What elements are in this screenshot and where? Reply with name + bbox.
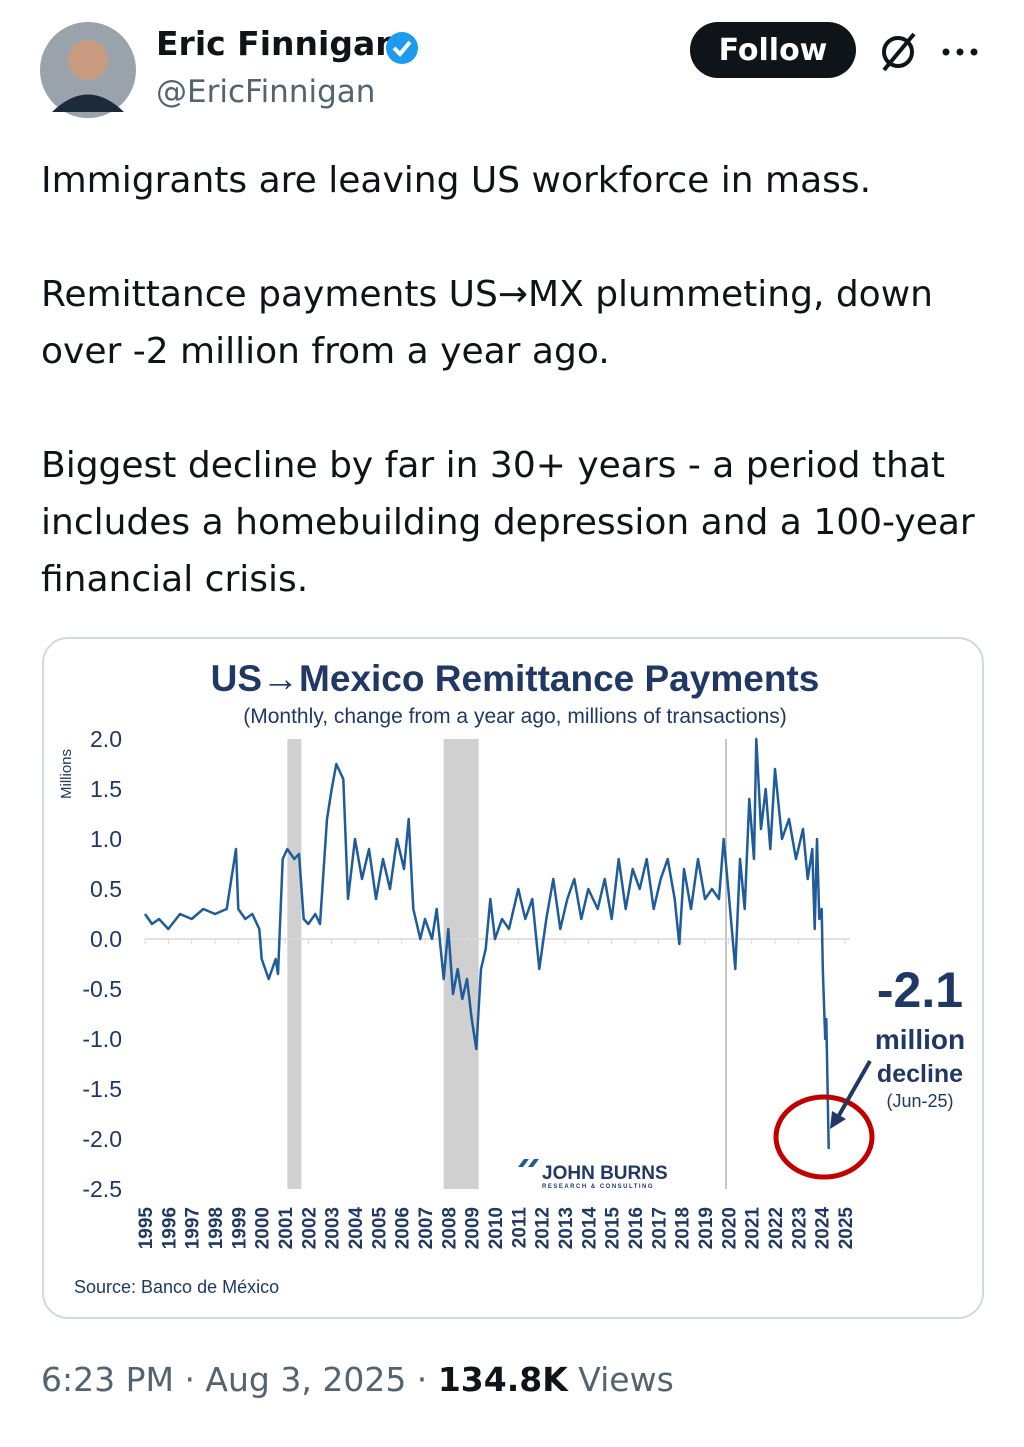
x-tick-label: 1998	[206, 1207, 227, 1249]
x-tick-label: 2010	[486, 1207, 507, 1249]
data-line	[143, 737, 830, 1150]
y-tick-label: -2.5	[82, 1176, 122, 1202]
arrow	[836, 1060, 872, 1118]
x-tick-label: 2025	[836, 1207, 857, 1250]
y-tick-label: -1.0	[82, 1026, 122, 1052]
y-axis-label: Millions	[58, 749, 75, 799]
chart-title: US→Mexico Remittance Payments	[211, 658, 820, 699]
x-tick-label: 2008	[439, 1207, 460, 1249]
annotation-date: (Jun-25)	[886, 1091, 953, 1111]
x-tick-label: 2009	[463, 1207, 484, 1249]
x-tick-label: 2023	[789, 1207, 810, 1249]
x-tick-label: 2004	[346, 1207, 367, 1250]
follow-button[interactable]: Follow	[690, 22, 856, 78]
x-tick-label: 2017	[649, 1207, 670, 1249]
source: Source: Banco de México	[74, 1277, 279, 1297]
recession-band	[287, 739, 302, 1189]
y-tick-label: 1.5	[90, 776, 122, 802]
timestamp[interactable]: 6:23 PM · Aug 3, 2025 ·	[41, 1360, 428, 1399]
y-tick-label: -2.0	[82, 1126, 122, 1152]
views-count: 134.8K	[437, 1360, 568, 1399]
tweet-text: Immigrants are leaving US workforce in m…	[41, 152, 991, 665]
x-tick-label: 2016	[626, 1207, 647, 1249]
annotation-value: -2.1	[877, 962, 963, 1018]
y-tick-label: 0.5	[90, 876, 122, 902]
y-tick-label: 0.0	[90, 926, 122, 952]
x-tick-label: 1996	[159, 1207, 180, 1249]
x-tick-label: 2003	[323, 1207, 344, 1249]
logo-mark	[518, 1159, 539, 1167]
y-tick-label: -1.5	[82, 1076, 122, 1102]
x-tick-label: 2001	[276, 1207, 297, 1250]
author-name[interactable]: Eric Finnigan	[156, 24, 399, 63]
x-tick-label: 2012	[533, 1207, 554, 1249]
x-tick-label: 2020	[719, 1207, 740, 1249]
x-tick-label: 1999	[229, 1207, 250, 1249]
x-tick-label: 2021	[743, 1207, 764, 1250]
y-tick-label: 1.0	[90, 826, 122, 852]
recession-band	[443, 739, 479, 1189]
x-tick-label: 2002	[299, 1207, 320, 1249]
views-label: Views	[578, 1360, 674, 1399]
x-tick-label: 2014	[579, 1207, 600, 1250]
x-tick-label: 2024	[813, 1207, 834, 1250]
y-tick-label: 2.0	[90, 726, 122, 752]
x-tick-label: 1995	[136, 1207, 157, 1250]
x-tick-label: 2007	[416, 1207, 437, 1249]
logo: JOHN BURNS	[542, 1163, 668, 1184]
chart-card[interactable]: 2.0 1.5 1.0 0.5 0.0 -0.5 -1.0 -1.5 -2.0 -2.5 1995 1…	[42, 637, 984, 1319]
highlight-circle	[773, 1094, 875, 1180]
x-tick-label: 2006	[393, 1207, 414, 1249]
icons[interactable]	[876, 30, 1006, 74]
footer: 6:23 PM · Aug 3, 2025 · 134.8K Views	[41, 1360, 674, 1399]
paragraph: Remittance payments US→MX plummeting, do…	[41, 274, 933, 372]
x-tick-label: 2000	[253, 1207, 274, 1249]
x-tick-label: 1997	[183, 1207, 204, 1249]
paragraph: Biggest decline by far in 30+ years - a …	[41, 445, 975, 600]
y-tick-label: -0.5	[82, 976, 122, 1002]
chart-subtitle: (Monthly, change from a year ago, millio…	[243, 705, 787, 728]
x-tick-label: 2015	[603, 1207, 624, 1250]
paragraph: Immigrants are leaving US workforce in m…	[41, 160, 872, 201]
arrow-head	[830, 1111, 846, 1129]
logo-sub: RESEARCH & CONSULTING	[542, 1184, 654, 1190]
verified-badge	[386, 32, 418, 64]
annotation-text: decline	[877, 1060, 963, 1088]
x-tick-label: 2018	[673, 1207, 694, 1249]
author-handle[interactable]: @EricFinnigan	[156, 74, 376, 110]
annotation-unit: million	[875, 1024, 965, 1055]
x-tick-label: 2022	[766, 1207, 787, 1249]
x-tick-label: 2005	[369, 1207, 390, 1250]
avatar[interactable]	[40, 22, 136, 118]
x-tick-label: 2019	[696, 1207, 717, 1249]
x-tick-label: 2013	[556, 1207, 577, 1249]
x-tick-label: 2011	[509, 1207, 530, 1249]
